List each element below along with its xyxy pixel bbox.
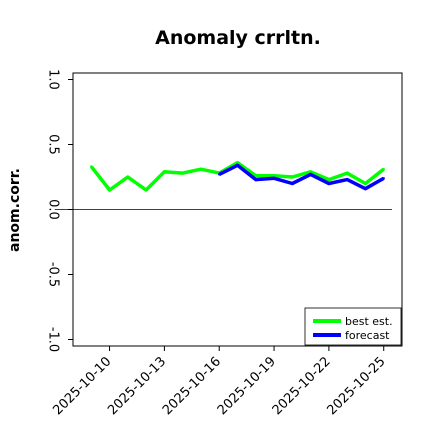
y-axis-label: anom.corr. bbox=[7, 168, 23, 252]
series-point bbox=[364, 187, 367, 190]
series-point bbox=[254, 174, 257, 177]
series-point bbox=[291, 182, 294, 185]
x-tick-label: 2025-10-19 bbox=[215, 354, 279, 418]
series-point bbox=[199, 168, 203, 171]
series-point bbox=[291, 175, 294, 179]
y-tick-label: 0.5 bbox=[46, 134, 61, 155]
series-point bbox=[309, 173, 312, 176]
series-point bbox=[364, 182, 367, 185]
series-point bbox=[163, 170, 166, 173]
y-tick-label: 1.0 bbox=[46, 69, 61, 90]
series-point bbox=[309, 170, 312, 173]
legend: best est. forecast bbox=[304, 307, 402, 346]
x-tick-label: 2025-10-22 bbox=[270, 354, 334, 418]
series-point bbox=[90, 165, 93, 168]
series-point bbox=[218, 173, 221, 176]
series-point bbox=[254, 178, 257, 181]
y-tick-label: -0.5 bbox=[46, 262, 61, 287]
series-point bbox=[236, 161, 239, 164]
series-point bbox=[272, 177, 276, 180]
series-point bbox=[382, 177, 385, 180]
series-point bbox=[382, 168, 385, 171]
x-tick-label: 2025-10-13 bbox=[105, 354, 169, 418]
series-point bbox=[345, 178, 349, 181]
y-tick-label: 0.0 bbox=[46, 199, 61, 220]
plot-layer: -1.0-0.50.00.51.02025-10-102025-10-13202… bbox=[46, 69, 392, 418]
series-point bbox=[236, 164, 239, 167]
x-tick-label: 2025-10-16 bbox=[160, 354, 224, 418]
series-point bbox=[126, 175, 130, 179]
legend-box bbox=[304, 307, 402, 346]
series-point bbox=[272, 174, 276, 177]
x-tick-label: 2025-10-10 bbox=[50, 354, 114, 418]
x-tick-label: 2025-10-25 bbox=[325, 354, 389, 418]
series-point bbox=[345, 171, 349, 175]
legend-label-best-est: best est. bbox=[345, 315, 393, 328]
series-point bbox=[327, 182, 331, 185]
chart-title: Anomaly crrltn. bbox=[155, 27, 321, 49]
legend-label-forecast: forecast bbox=[345, 329, 390, 342]
series-point bbox=[108, 188, 111, 192]
series-point bbox=[144, 188, 148, 192]
series-line-forecast bbox=[218, 163, 385, 191]
series-point bbox=[181, 171, 184, 175]
series-point bbox=[327, 178, 331, 181]
y-tick-label: -1.0 bbox=[46, 327, 61, 352]
